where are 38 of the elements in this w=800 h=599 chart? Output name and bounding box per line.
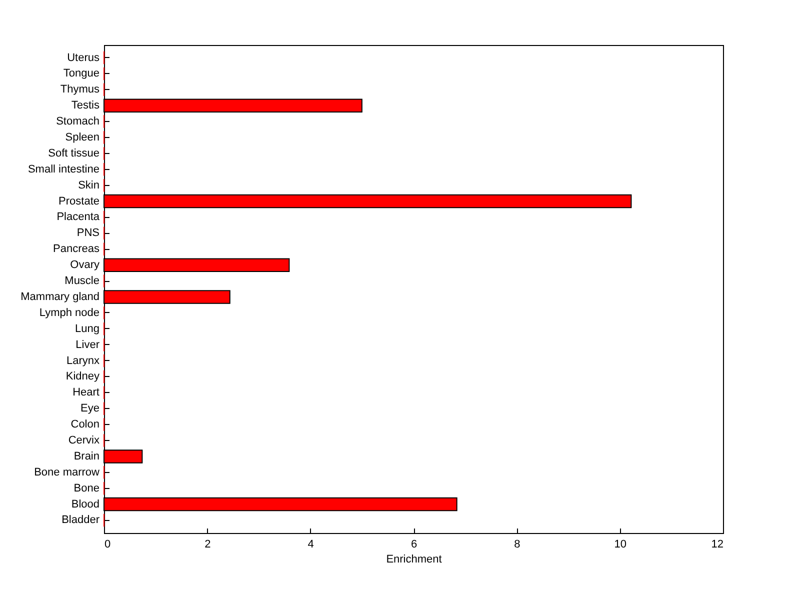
y-tick-label: Pancreas bbox=[53, 243, 100, 256]
x-tick-label: 4 bbox=[308, 538, 314, 550]
y-tick-label: Ovary bbox=[70, 259, 100, 272]
y-tick-label: Stomach bbox=[56, 116, 100, 128]
y-tick-label: Tongue bbox=[63, 68, 100, 80]
x-tick-label: 8 bbox=[514, 538, 520, 550]
y-tick-label: Lung bbox=[75, 322, 100, 335]
x-tick-label: 10 bbox=[614, 538, 626, 550]
x-tick-label: 12 bbox=[711, 538, 724, 550]
y-tick-label: Placenta bbox=[56, 211, 100, 224]
y-tick-label: Thymus bbox=[60, 84, 100, 96]
y-tick-label: Small intestine bbox=[28, 163, 100, 176]
y-tick-label: Larynx bbox=[66, 354, 100, 367]
y-tick-label: Prostate bbox=[58, 195, 100, 208]
x-tick-label: 0 bbox=[104, 538, 111, 550]
y-tick-label: Skin bbox=[78, 179, 100, 192]
y-tick-label: Testis bbox=[71, 100, 100, 112]
x-axis-title: Enrichment bbox=[386, 554, 442, 566]
y-tick-label: Kidney bbox=[66, 370, 100, 383]
y-tick-label: Brain bbox=[74, 450, 100, 462]
y-tick-label: Muscle bbox=[64, 275, 100, 288]
y-tick-label: Heart bbox=[72, 386, 100, 399]
y-tick-label: Bone bbox=[74, 482, 100, 494]
y-tick-label: Blood bbox=[71, 498, 100, 510]
y-tick-label: Uterus bbox=[67, 52, 100, 64]
y-tick-label: PNS bbox=[76, 227, 100, 240]
y-tick-label: Mammary gland bbox=[20, 290, 100, 303]
y-tick-label: Bladder bbox=[62, 514, 100, 526]
y-tick-label: Lymph node bbox=[39, 306, 100, 319]
x-tick-label: 2 bbox=[204, 538, 211, 550]
y-tick-label: Eye bbox=[80, 402, 100, 415]
y-tick-label: Bone marrow bbox=[34, 466, 100, 478]
y-tick-label: Colon bbox=[70, 418, 100, 431]
y-tick-label: Cervix bbox=[68, 434, 100, 447]
y-tick-label: Soft tissue bbox=[48, 147, 100, 160]
y-tick-label: Spleen bbox=[65, 131, 100, 144]
x-tick-label: 6 bbox=[410, 538, 418, 550]
y-tick-label: Liver bbox=[76, 338, 100, 351]
